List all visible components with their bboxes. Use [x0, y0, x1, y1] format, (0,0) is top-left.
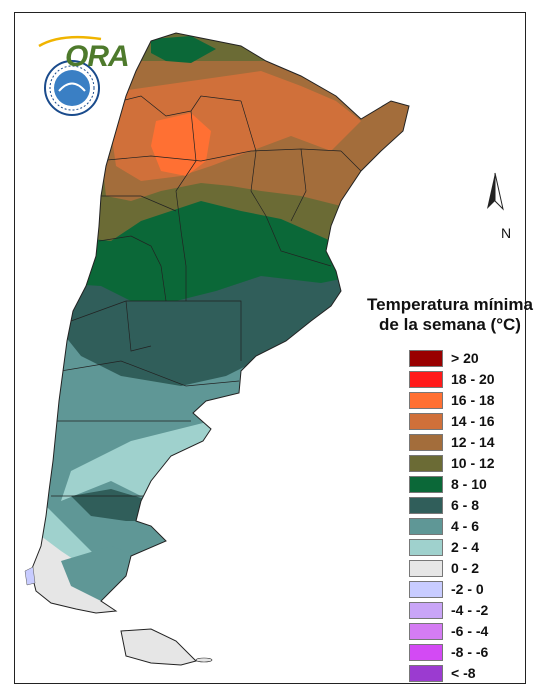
legend-label: -4 - -2	[451, 602, 489, 618]
legend-label: 4 - 6	[451, 518, 480, 534]
legend-item: -6 - -4	[409, 622, 538, 641]
legend-label: 8 - 10	[451, 476, 487, 492]
legend-item: -4 - -2	[409, 601, 538, 620]
north-label: N	[501, 225, 512, 241]
logo-emblem	[44, 60, 100, 116]
legend-label: -6 - -4	[451, 623, 489, 639]
legend-swatch	[409, 371, 443, 388]
legend-swatch	[409, 539, 443, 556]
legend-label: 14 - 16	[451, 413, 495, 429]
legend-label: 6 - 8	[451, 497, 480, 513]
legend-label: < -8	[451, 665, 476, 681]
north-arrow-icon	[487, 172, 504, 211]
legend-item: 6 - 8	[409, 496, 538, 515]
legend-title-line-1: Temperatura mínima	[367, 295, 533, 314]
legend-item: -2 - 0	[409, 580, 538, 599]
legend-swatch	[409, 350, 443, 367]
legend-swatch	[409, 602, 443, 619]
legend-swatch	[409, 644, 443, 661]
tierra-del-fuego	[120, 628, 197, 666]
legend-item: 12 - 14	[409, 433, 538, 452]
legend-swatch	[409, 497, 443, 514]
legend-label: > 20	[451, 350, 479, 366]
zone-6-8	[31, 266, 381, 386]
legend-label: 12 - 14	[451, 434, 495, 450]
legend-swatch	[409, 518, 443, 535]
legend-label: 18 - 20	[451, 371, 495, 387]
legend-swatch	[409, 455, 443, 472]
southwest-cold-spot	[24, 566, 36, 586]
legend-item: 10 - 12	[409, 454, 538, 473]
logo-swoosh	[38, 35, 102, 48]
legend-item: 4 - 6	[409, 517, 538, 536]
legend-title: Temperatura mínima de la semana (°C)	[355, 295, 538, 335]
legend-swatch	[409, 434, 443, 451]
legend-item: 14 - 16	[409, 412, 538, 431]
legend-item: -8 - -6	[409, 643, 538, 662]
zone-8-10-north	[151, 36, 216, 63]
small-island	[195, 657, 213, 663]
legend-swatch	[409, 665, 443, 682]
legend-item: 16 - 18	[409, 391, 538, 410]
legend-label: -2 - 0	[451, 581, 484, 597]
legend-item: 0 - 2	[409, 559, 538, 578]
legend-swatch	[409, 476, 443, 493]
legend-swatch	[409, 392, 443, 409]
legend-swatch	[409, 413, 443, 430]
temperature-map	[24, 32, 504, 666]
legend-item: 18 - 20	[409, 370, 538, 389]
legend-label: 10 - 12	[451, 455, 495, 471]
legend-label: 16 - 18	[451, 392, 495, 408]
legend-label: 2 - 4	[451, 539, 480, 555]
legend-item: < -8	[409, 664, 538, 683]
legend-item: 2 - 4	[409, 538, 538, 557]
logo-text: ORA	[65, 40, 130, 73]
legend-swatch	[409, 560, 443, 577]
legend-title-line-2: de la semana (°C)	[379, 315, 521, 334]
province-boundaries	[51, 95, 362, 497]
legend-item: 8 - 10	[409, 475, 538, 494]
legend-label: 0 - 2	[451, 560, 480, 576]
country-outline	[30, 32, 410, 614]
legend-item: > 20	[409, 349, 538, 368]
legend-swatch	[409, 623, 443, 640]
map-frame: ORA N Temperatura mínima de la semana (°…	[14, 12, 533, 684]
legend-swatch	[409, 581, 443, 598]
legend-label: -8 - -6	[451, 644, 489, 660]
